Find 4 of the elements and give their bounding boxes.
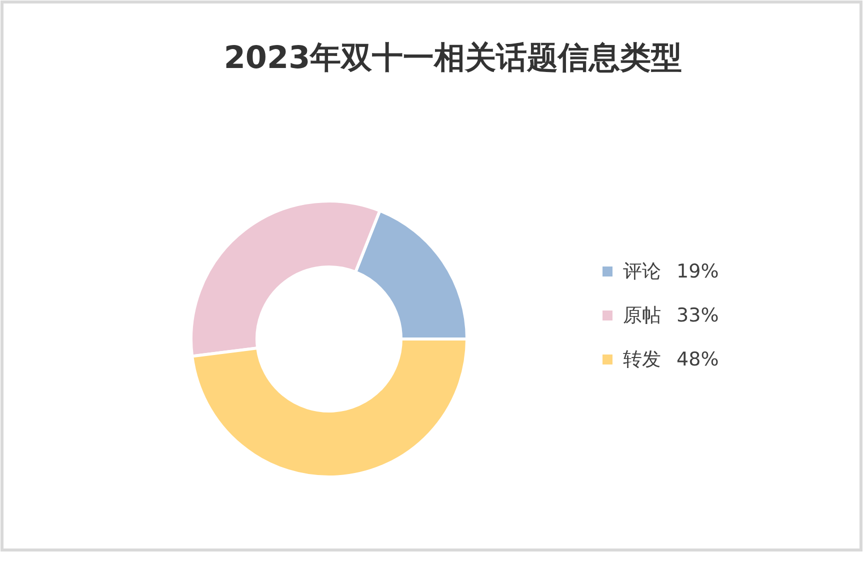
legend-label: 原帖 33% <box>623 304 719 326</box>
legend-label: 转发 48% <box>623 348 719 370</box>
chart-title: 2023年双十一相关话题信息类型 <box>224 40 682 76</box>
legend-label: 评论 19% <box>623 260 719 282</box>
